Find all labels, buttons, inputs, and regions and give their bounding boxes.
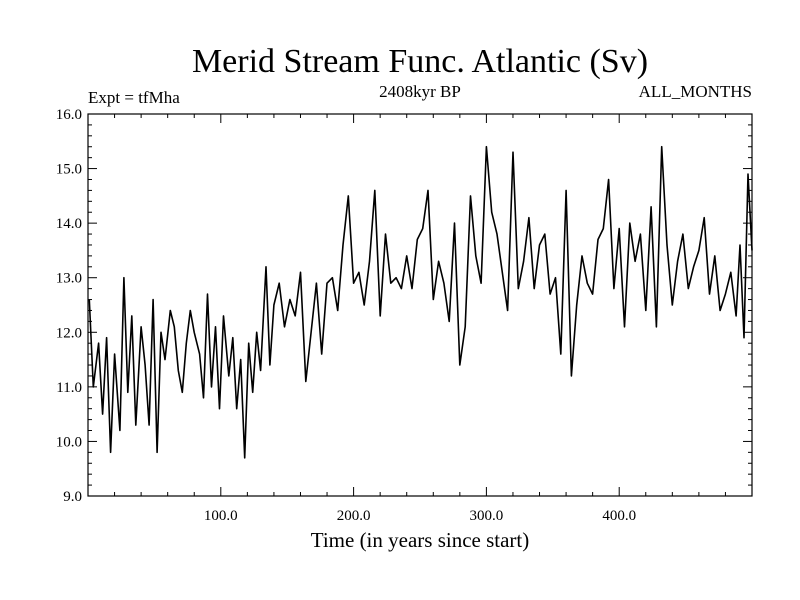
x-tick-label: 100.0: [204, 508, 238, 524]
x-tick-label: 400.0: [602, 508, 636, 524]
y-tick-label: 14.0: [56, 216, 82, 232]
x-tick-label: 300.0: [470, 508, 504, 524]
y-tick-label: 15.0: [56, 162, 82, 178]
x-axis-label: Time (in years since start): [311, 528, 530, 552]
axes: 9.0 10.0 11.0 12.0 13.0 14.0 15.0 16.0 100.0 200.…: [56, 107, 753, 524]
y-tick-label: 9.0: [63, 489, 82, 505]
y-tick-label: 12.0: [56, 325, 82, 341]
x-tick-label: 200.0: [337, 508, 371, 524]
chart-title: Merid Stream Func. Atlantic (Sv): [192, 43, 648, 80]
y-tick-label: 13.0: [56, 271, 82, 287]
y-tick-label: 10.0: [56, 434, 82, 450]
series-line-amoc: [88, 145, 753, 459]
period-label: 2408kyr BP: [379, 82, 461, 101]
experiment-label: Expt = tfMha: [88, 88, 180, 107]
plot-area: [88, 145, 753, 459]
y-tick-label: 11.0: [56, 380, 82, 396]
months-label: ALL_MONTHS: [639, 82, 752, 101]
plot-frame: [87, 113, 753, 497]
y-tick-label: 16.0: [56, 107, 82, 123]
